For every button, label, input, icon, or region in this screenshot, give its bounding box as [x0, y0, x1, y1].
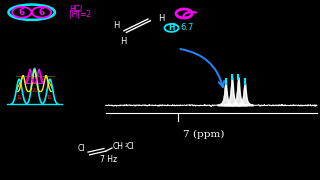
Text: H: H [158, 14, 165, 23]
Text: 7 (ppm): 7 (ppm) [182, 130, 224, 139]
Text: H: H [114, 21, 120, 30]
Text: 7 Hz: 7 Hz [100, 155, 117, 164]
Text: 2L: 2L [31, 87, 38, 93]
Text: 1L: 1L [47, 95, 53, 100]
Text: 6.7: 6.7 [181, 23, 194, 32]
Text: |H|=2: |H|=2 [69, 10, 91, 19]
Text: 1L: 1L [16, 95, 22, 100]
Text: HCl: HCl [69, 5, 82, 14]
Text: 6: 6 [38, 8, 45, 17]
Text: CH: CH [112, 142, 123, 151]
Text: Cl: Cl [127, 142, 134, 151]
Text: 1L: 1L [31, 80, 38, 85]
Text: 6: 6 [19, 8, 25, 17]
Text: H: H [168, 23, 175, 32]
Text: H: H [120, 37, 126, 46]
Text: Cl: Cl [78, 144, 85, 153]
Text: 2: 2 [124, 143, 127, 148]
